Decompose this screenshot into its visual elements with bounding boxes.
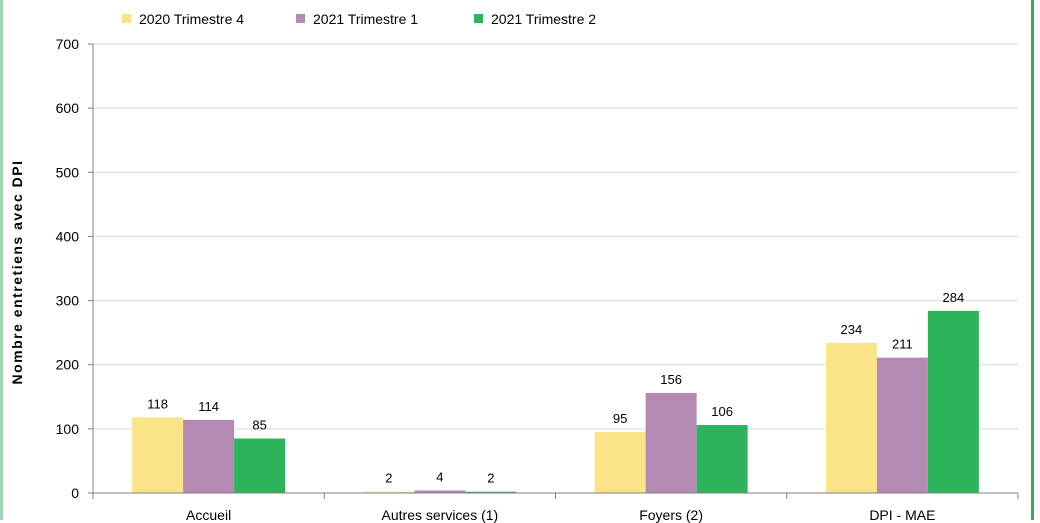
- data-label: 118: [147, 396, 168, 411]
- data-label: 2: [487, 471, 494, 486]
- data-label: 106: [711, 404, 733, 419]
- data-labels: 118 114 85 2 4 2 95 156 106 234 211 284: [147, 290, 964, 486]
- y-tick-label: 0: [71, 485, 79, 501]
- bar: [594, 432, 646, 493]
- bar: [696, 425, 748, 493]
- y-tick-label: 200: [56, 357, 80, 373]
- bars: [132, 310, 979, 493]
- legend-swatch: [122, 14, 131, 23]
- data-label: 95: [613, 411, 627, 426]
- bar: [645, 392, 697, 493]
- y-tick-label: 600: [56, 100, 80, 116]
- bar: [876, 357, 928, 493]
- axes: [88, 43, 1019, 499]
- y-tick-label: 300: [56, 293, 80, 309]
- legend-label: 2021 Trimestre 1: [313, 11, 418, 27]
- y-tick-label: 400: [56, 228, 80, 244]
- y-axis-label: Nombre entretiens avec DPI: [9, 160, 25, 385]
- x-tick-label: Autres services (1): [382, 507, 499, 523]
- bar: [414, 490, 466, 493]
- legend: 2020 Trimestre 4 2021 Trimestre 1 2021 Tri…: [122, 11, 596, 27]
- y-tick-label: 500: [56, 164, 80, 180]
- y-tick-label: 700: [56, 36, 80, 52]
- legend-label: 2020 Trimestre 4: [139, 11, 244, 27]
- x-tick-labels: Accueil Autres services (1) Foyers (2) DPI …: [186, 507, 935, 523]
- data-label: 211: [892, 337, 913, 352]
- y-tick-label: 100: [56, 421, 80, 437]
- bar: [927, 310, 979, 493]
- data-label: 4: [436, 469, 443, 484]
- data-label: 85: [252, 417, 266, 432]
- bar: [183, 419, 235, 493]
- bar: [234, 438, 286, 493]
- x-tick-label: DPI - MAE: [869, 507, 935, 523]
- data-label: 234: [841, 322, 863, 337]
- legend-swatch: [474, 14, 483, 23]
- y-tick-labels: 0 100 200 300 400 500 600 700: [56, 36, 80, 501]
- data-label: 114: [198, 399, 219, 414]
- bar: [825, 342, 877, 493]
- legend-label: 2021 Trimestre 2: [491, 11, 596, 27]
- data-label: 2: [385, 471, 392, 486]
- x-tick-label: Accueil: [186, 507, 231, 523]
- data-label: 156: [660, 372, 682, 387]
- legend-swatch: [296, 14, 305, 23]
- x-tick-label: Foyers (2): [639, 507, 703, 523]
- data-label: 284: [943, 290, 965, 305]
- bar: [465, 491, 517, 493]
- bar: [132, 417, 184, 493]
- bar: [363, 491, 415, 493]
